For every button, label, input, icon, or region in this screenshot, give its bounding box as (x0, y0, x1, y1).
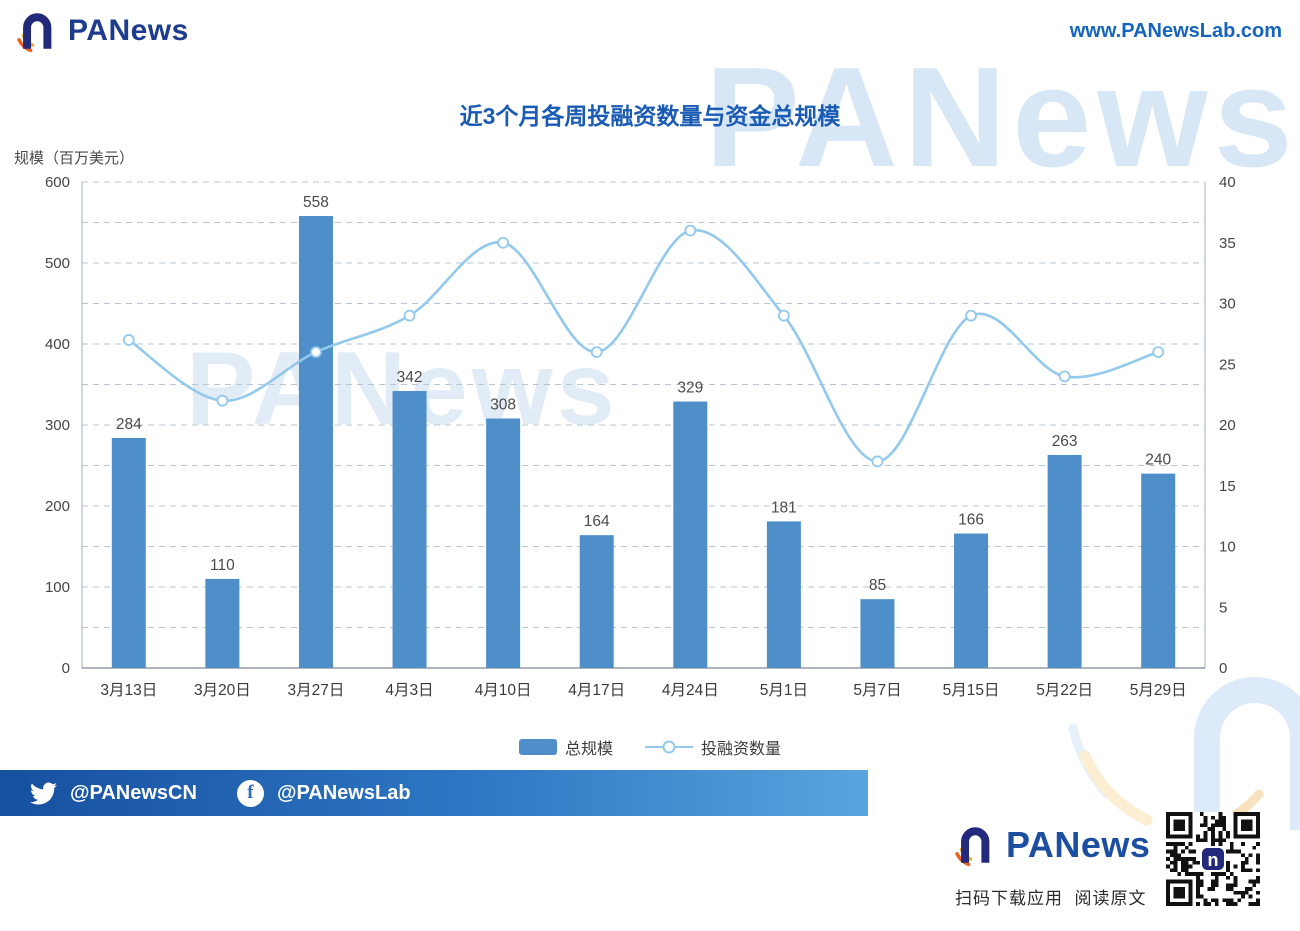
y-right-tick-label: 30 (1219, 296, 1236, 313)
brand-text: PANews (68, 14, 189, 47)
bar-value-label: 329 (677, 380, 703, 397)
line-path (128, 228, 1159, 463)
left-axis-unit-label: 规模（百万美元） (14, 150, 135, 167)
y-right-tick-label: 25 (1219, 356, 1236, 373)
line-marker (310, 346, 322, 359)
line-marker (871, 455, 884, 468)
bar (1141, 473, 1176, 668)
bar (1047, 454, 1082, 668)
legend-item-bar: 总规模 (518, 735, 613, 759)
x-tick-label: 5月22日 (1036, 682, 1093, 699)
y-right-tick-label: 40 (1219, 174, 1236, 191)
x-tick-label: 5月1日 (760, 682, 808, 699)
bar-value-label: 284 (116, 416, 142, 433)
bar (205, 578, 240, 668)
line-marker (1152, 346, 1165, 359)
bar (579, 535, 614, 668)
line-marker (403, 309, 416, 322)
bar (486, 418, 521, 668)
bar-value-label: 308 (490, 397, 516, 414)
bar-value-label: 110 (210, 557, 235, 574)
chart: 0 100 200 300 400 500 600 0 5 10 15 20 25 30 35 40 3月13日… (45, 174, 1236, 699)
y-left-tick-label: 0 (62, 660, 70, 677)
y-right-tick-label: 15 (1219, 478, 1236, 495)
twitter-handle-group: @PANewsCN (30, 780, 197, 807)
chart-title: 近3个月各周投融资数量与资金总规模 (459, 103, 841, 129)
twitter-handle: @PANewsCN (70, 781, 197, 804)
qr-center-logo: n (1207, 850, 1218, 870)
legend-line-marker (662, 740, 676, 754)
line-marker (122, 334, 135, 346)
bar-value-label: 85 (869, 577, 886, 594)
watermark-arc-cream (1079, 750, 1153, 826)
x-tick-label: 4月24日 (662, 682, 719, 699)
panews-logo-icon (17, 13, 52, 53)
line-marker (965, 309, 977, 322)
bar (298, 216, 333, 668)
bar (673, 401, 708, 668)
y-left-tick-label: 500 (45, 255, 70, 272)
bar-value-label: 342 (397, 369, 423, 386)
y-right-tick-label: 5 (1219, 599, 1227, 616)
legend-line-label: 投融资数量 (701, 741, 782, 758)
footer-ribbon: @PANewsCN f @PANewsLab (0, 770, 868, 816)
bottom-brand-text: PANews (1006, 824, 1151, 865)
x-tick-label: 3月13日 (100, 682, 157, 699)
y-right-tick-label: 0 (1219, 660, 1227, 677)
logo-n (23, 13, 52, 49)
x-tick-label: 4月10日 (475, 682, 532, 699)
facebook-icon: f (236, 779, 264, 807)
panews-logo-icon-bottom (955, 827, 990, 867)
line-marker (497, 236, 510, 249)
line-marker (777, 309, 790, 322)
bar-value-label: 164 (584, 513, 610, 530)
x-tick-label: 4月3日 (385, 682, 433, 699)
header-logo: PANews (12, 8, 189, 54)
bar (860, 599, 895, 668)
y-left-tick-label: 400 (45, 336, 70, 353)
y-left-tick-label: 100 (45, 579, 70, 596)
qr-code: n (1166, 812, 1260, 906)
legend-line-swatch (645, 740, 693, 754)
x-tick-label: 3月20日 (194, 682, 251, 699)
x-tick-label: 3月27日 (288, 682, 345, 699)
bar (766, 521, 801, 668)
bar-value-label: 181 (771, 499, 797, 516)
bar-value-label: 263 (1052, 433, 1078, 450)
facebook-handle: @PANewsLab (276, 781, 411, 804)
x-tick-label: 5月15日 (943, 682, 1000, 699)
y-left-tick-label: 300 (45, 417, 70, 434)
y-right-tick-label: 35 (1219, 235, 1236, 252)
bar (954, 533, 989, 668)
bar (392, 390, 427, 668)
y-left-tick-label: 600 (45, 174, 70, 191)
line-marker (590, 346, 603, 359)
bar-value-label: 166 (958, 512, 984, 529)
site-url: www.PANewsLab.com (1069, 20, 1282, 42)
twitter-icon (30, 782, 57, 804)
legend-bar-label: 总规模 (564, 741, 613, 758)
legend-item-line: 投融资数量 (645, 735, 781, 759)
y-right-tick-label: 20 (1219, 417, 1236, 434)
line-marker (684, 224, 697, 237)
legend-bar-swatch (518, 739, 557, 755)
logo-n (961, 827, 990, 863)
x-tick-label: 5月7日 (853, 682, 901, 699)
watermark-top: PANews (705, 38, 1299, 197)
bar-value-label: 240 (1145, 452, 1171, 469)
y-left-tick-label: 200 (45, 498, 70, 515)
x-tick-label: 5月29日 (1130, 682, 1187, 699)
x-tick-label: 4月17日 (568, 682, 625, 699)
line-marker (216, 394, 229, 407)
line-marker (1058, 370, 1071, 383)
bottom-logo: PANews (950, 822, 1150, 868)
legend: 总规模 投融资数量 (0, 735, 1300, 759)
download-caption: 扫码下载应用 阅读原文 (955, 889, 1147, 908)
bar (111, 437, 146, 668)
y-right-tick-label: 10 (1219, 539, 1236, 556)
facebook-handle-group: f @PANewsLab (236, 779, 411, 807)
bar-value-label: 558 (303, 194, 329, 211)
